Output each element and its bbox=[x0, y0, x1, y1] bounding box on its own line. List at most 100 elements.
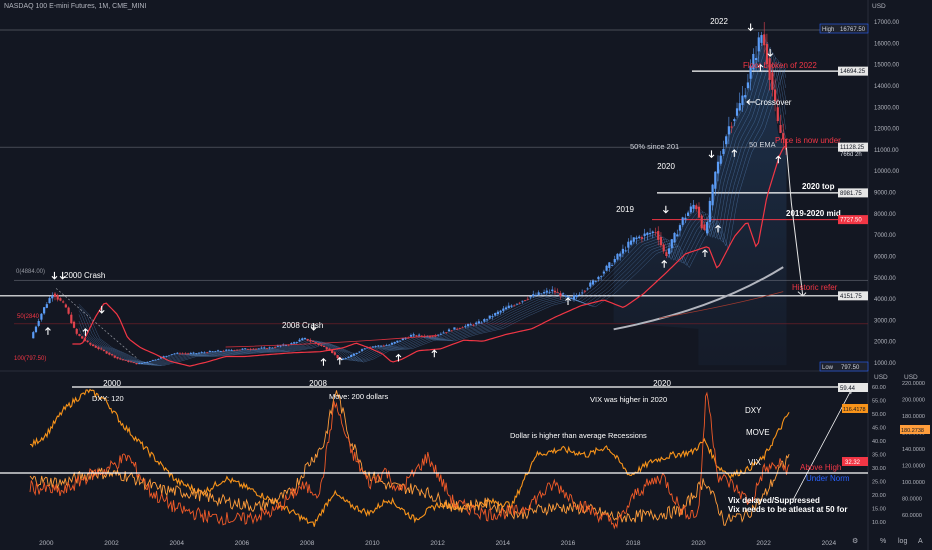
candle-body bbox=[298, 339, 301, 342]
candle-body bbox=[412, 334, 415, 336]
candle-body bbox=[184, 353, 187, 355]
pane-settings[interactable]: ⚙ % log A bbox=[852, 537, 923, 545]
candle-body bbox=[651, 231, 654, 234]
ma-ribbon-line bbox=[78, 46, 787, 365]
price-level-tag-text: 11128.25 bbox=[840, 145, 865, 151]
price-tick-label: 10000.00 bbox=[874, 169, 900, 175]
candle-body bbox=[168, 355, 171, 357]
candle-body bbox=[146, 361, 149, 363]
candle-body bbox=[62, 301, 65, 303]
price-candles bbox=[32, 22, 788, 365]
annotation-2008-crash: 2008 Crash bbox=[282, 321, 323, 330]
lower-projection-line[interactable] bbox=[792, 388, 853, 501]
projection-arrowhead bbox=[797, 291, 807, 297]
lower-left-tick: 45.00 bbox=[872, 426, 886, 432]
candle-body bbox=[610, 265, 614, 266]
candle-body bbox=[325, 347, 328, 350]
candle-body bbox=[235, 349, 239, 351]
up-arrow-icon bbox=[336, 356, 343, 365]
candle-body bbox=[676, 234, 679, 237]
candle-body bbox=[665, 252, 668, 257]
candle-body bbox=[154, 359, 157, 361]
candle-body bbox=[379, 345, 383, 347]
projection-path[interactable] bbox=[785, 147, 804, 296]
candle-body bbox=[619, 253, 622, 257]
price-level-tag bbox=[838, 142, 868, 152]
lower-year-2000: 2000 bbox=[103, 379, 121, 388]
candle-body bbox=[108, 352, 111, 355]
annotation-2000-crash: 2000 Crash bbox=[64, 271, 105, 280]
candle-body bbox=[355, 352, 358, 355]
candle-body bbox=[719, 155, 722, 164]
candle-body bbox=[254, 348, 258, 350]
candle-body bbox=[404, 337, 407, 339]
candle-body bbox=[110, 354, 114, 356]
price-axis: USD 17000.00 16000.00 15000.00 14000.00 1300… bbox=[819, 3, 900, 372]
candle-body bbox=[290, 343, 293, 345]
up-arrow-icon bbox=[661, 259, 668, 268]
time-tick-label: 2012 bbox=[430, 540, 445, 547]
candle-body bbox=[703, 224, 706, 230]
candle-body bbox=[485, 319, 489, 321]
price-tick-label: 13000.00 bbox=[874, 105, 900, 111]
high-tag-value: 16767.50 bbox=[840, 27, 866, 33]
candle-body bbox=[643, 233, 646, 237]
candle-body bbox=[613, 259, 616, 263]
ma-ribbon-line bbox=[78, 67, 787, 366]
candle-body bbox=[336, 355, 339, 359]
log-icon[interactable]: log bbox=[898, 538, 907, 545]
left-arrow-icon bbox=[746, 99, 755, 105]
candle-body bbox=[312, 341, 315, 343]
long-ma-line-2 bbox=[659, 291, 784, 319]
lower-right-tick: 220.0000 bbox=[902, 381, 925, 387]
candle-body bbox=[341, 358, 345, 360]
candle-body bbox=[695, 205, 698, 210]
candle-body bbox=[428, 336, 432, 338]
candle-body bbox=[515, 303, 519, 305]
time-tick-label: 2000 bbox=[39, 540, 54, 547]
candle-body bbox=[91, 344, 95, 347]
candle-body bbox=[439, 333, 442, 335]
candle-body bbox=[659, 236, 663, 246]
price-level-tag-text: 14694.25 bbox=[840, 69, 866, 75]
candle-body bbox=[233, 349, 236, 351]
candle-body bbox=[475, 322, 478, 325]
auto-icon[interactable]: A bbox=[918, 538, 923, 545]
lower-left-tick: 40.00 bbox=[872, 439, 886, 445]
candle-body bbox=[189, 352, 192, 354]
candle-body bbox=[464, 325, 467, 327]
candle-body bbox=[706, 222, 709, 234]
candle-body bbox=[132, 362, 135, 364]
candle-body bbox=[689, 206, 692, 213]
price-tick-label: 3000.00 bbox=[874, 318, 896, 324]
lower-left-tick: 35.00 bbox=[872, 453, 886, 459]
time-tick-label: 2008 bbox=[300, 540, 315, 547]
gear-icon[interactable]: ⚙ bbox=[852, 537, 858, 545]
lower-tag-5944 bbox=[838, 383, 868, 392]
candle-body bbox=[453, 327, 456, 330]
candle-body bbox=[238, 349, 241, 351]
candle-body bbox=[727, 126, 730, 135]
lower-move-label: MOVE bbox=[746, 428, 770, 437]
price-tick-label: 5000.00 bbox=[874, 276, 896, 282]
percent-icon[interactable]: % bbox=[880, 538, 886, 545]
candle-body bbox=[545, 290, 548, 293]
candle-body bbox=[178, 353, 182, 355]
time-tick-label: 2022 bbox=[756, 540, 771, 547]
lower-dxy-label: DXY bbox=[745, 406, 762, 415]
candle-body bbox=[518, 302, 521, 304]
candle-body bbox=[138, 363, 141, 365]
candle-body bbox=[306, 338, 309, 341]
annotation-historic-ref: Historic refer bbox=[792, 283, 838, 292]
candle-body bbox=[725, 136, 728, 145]
lower-left-tick: 60.00 bbox=[872, 385, 886, 391]
candle-body bbox=[322, 345, 326, 347]
down-arrow-icon bbox=[310, 322, 317, 331]
up-arrow-icon bbox=[395, 353, 402, 362]
candle-body bbox=[100, 348, 103, 350]
price-level-tag bbox=[838, 291, 868, 301]
time-tick-label: 2024 bbox=[822, 540, 837, 547]
candle-body bbox=[151, 359, 154, 361]
